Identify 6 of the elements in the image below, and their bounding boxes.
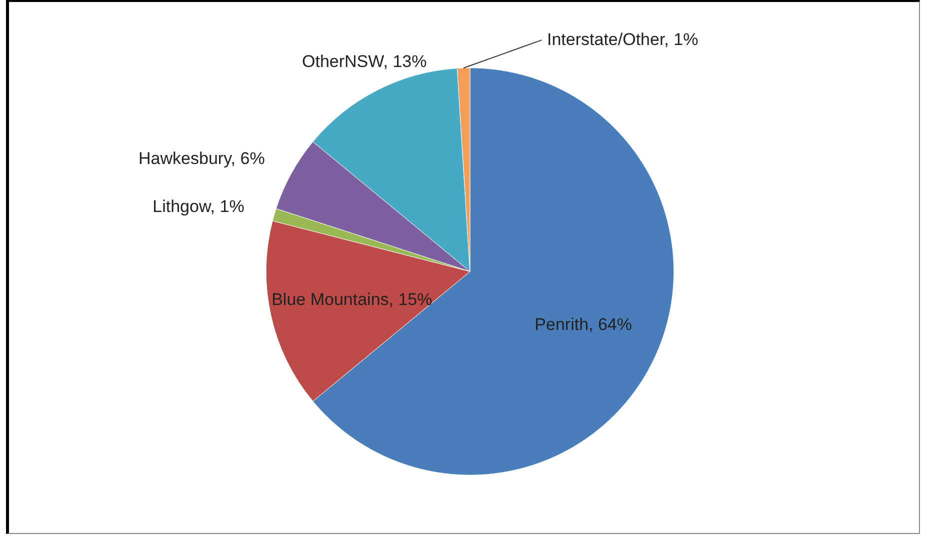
slice-label: Penrith, 64%: [534, 314, 632, 336]
slice-label: Blue Mountains, 15%: [272, 288, 432, 311]
slice-label: OtherNSW, 13%: [302, 51, 427, 74]
slice-label: Hawkesbury, 6%: [138, 148, 265, 170]
slice-label: Lithgow, 1%: [152, 196, 244, 218]
slice-label: Interstate/Other, 1%: [547, 29, 698, 52]
